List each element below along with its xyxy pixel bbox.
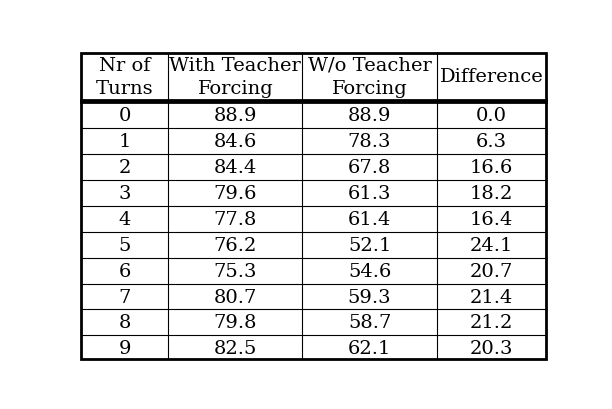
Text: 6: 6 xyxy=(119,262,131,280)
Text: 67.8: 67.8 xyxy=(348,158,391,176)
Text: 8: 8 xyxy=(119,314,131,332)
Text: 4: 4 xyxy=(119,210,131,228)
Text: 61.3: 61.3 xyxy=(348,184,391,202)
Text: 21.2: 21.2 xyxy=(469,314,513,332)
Text: 61.4: 61.4 xyxy=(348,210,391,228)
Text: 18.2: 18.2 xyxy=(469,184,513,202)
Text: 84.6: 84.6 xyxy=(214,133,257,151)
Text: 7: 7 xyxy=(119,288,131,306)
Text: 88.9: 88.9 xyxy=(214,107,257,125)
Text: 9: 9 xyxy=(119,339,131,357)
Text: 20.7: 20.7 xyxy=(469,262,513,280)
Text: 0: 0 xyxy=(119,107,131,125)
Text: 79.6: 79.6 xyxy=(214,184,257,202)
Text: 54.6: 54.6 xyxy=(348,262,391,280)
Text: Nr of
Turns: Nr of Turns xyxy=(96,56,154,98)
Text: With Teacher
Forcing: With Teacher Forcing xyxy=(170,56,301,98)
Text: 3: 3 xyxy=(119,184,131,202)
Text: 76.2: 76.2 xyxy=(214,236,257,254)
Text: 78.3: 78.3 xyxy=(348,133,391,151)
Text: 16.4: 16.4 xyxy=(469,210,513,228)
Text: 80.7: 80.7 xyxy=(214,288,257,306)
Text: W/o Teacher
Forcing: W/o Teacher Forcing xyxy=(308,56,431,98)
Text: 16.6: 16.6 xyxy=(469,158,513,176)
Text: 0.0: 0.0 xyxy=(476,107,507,125)
Text: 58.7: 58.7 xyxy=(348,314,391,332)
Text: 20.3: 20.3 xyxy=(469,339,513,357)
Text: 1: 1 xyxy=(119,133,131,151)
Text: 88.9: 88.9 xyxy=(348,107,391,125)
Text: 6.3: 6.3 xyxy=(476,133,507,151)
Text: 62.1: 62.1 xyxy=(348,339,391,357)
Text: 79.8: 79.8 xyxy=(214,314,257,332)
Text: 5: 5 xyxy=(119,236,131,254)
Text: Difference: Difference xyxy=(439,68,543,86)
Text: 24.1: 24.1 xyxy=(469,236,513,254)
Text: 84.4: 84.4 xyxy=(214,158,257,176)
Text: 21.4: 21.4 xyxy=(469,288,513,306)
Text: 2: 2 xyxy=(119,158,131,176)
Text: 82.5: 82.5 xyxy=(214,339,257,357)
Text: 75.3: 75.3 xyxy=(214,262,257,280)
Text: 52.1: 52.1 xyxy=(348,236,391,254)
Text: 59.3: 59.3 xyxy=(348,288,392,306)
Text: 77.8: 77.8 xyxy=(214,210,257,228)
